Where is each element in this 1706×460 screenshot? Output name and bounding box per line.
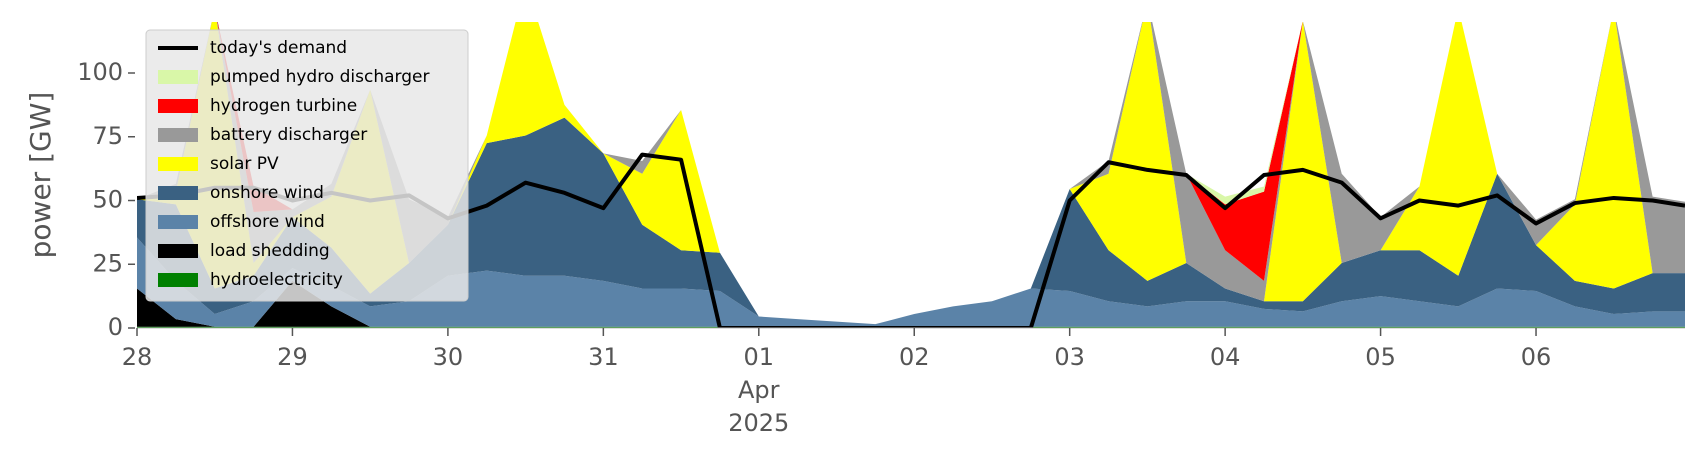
x-tick-label: 05 — [1365, 343, 1396, 371]
y-tick-label: 0 — [108, 313, 123, 341]
x-tick-label: 30 — [433, 343, 464, 371]
y-tick-label: 25 — [92, 249, 123, 277]
legend-label: onshore wind — [210, 183, 324, 203]
legend-box — [145, 29, 469, 302]
legend-label: hydrogen turbine — [210, 96, 357, 116]
axes: 0 25 50 75 100 28 29 30 31 01 Apr 2025 02 03 04 05 06 — [77, 58, 1685, 437]
x-tick-label: 01 Apr 2025 — [728, 343, 789, 437]
legend-swatch — [158, 215, 198, 229]
legend-swatch — [158, 128, 198, 142]
x-tick-label: 03 — [1054, 343, 1085, 371]
legend-swatch — [158, 157, 198, 171]
legend-swatch — [158, 99, 198, 113]
x-tick-label: 28 — [122, 343, 153, 371]
area — [137, 22, 1685, 325]
y-tick-label: 75 — [92, 122, 123, 150]
legend-swatch — [158, 186, 198, 200]
y-tick-label: 50 — [92, 186, 123, 214]
legend-label: load shedding — [210, 241, 330, 261]
legend-label: today's demand — [210, 38, 347, 58]
y-tick-label: 100 — [77, 58, 123, 86]
x-tick-label: 31 — [588, 343, 619, 371]
y-axis-label: power [GW] — [24, 92, 57, 259]
legend-label: solar PV — [210, 154, 279, 174]
x-tick-label: 29 — [277, 343, 308, 371]
legend-label: pumped hydro discharger — [210, 67, 429, 87]
x-tick-label: 04 — [1210, 343, 1241, 371]
legend-label: offshore wind — [210, 212, 325, 232]
area — [137, 237, 1685, 327]
legend: today's demand pumped hydro discharger hyd… — [145, 29, 469, 302]
legend-swatch — [158, 70, 198, 84]
legend-label: battery discharger — [210, 125, 367, 145]
legend-swatch — [158, 273, 198, 287]
area — [137, 117, 1685, 325]
x-tick-label: 02 — [899, 343, 930, 371]
legend-label: hydroelectricity — [210, 270, 343, 290]
x-tick-label: 06 — [1521, 343, 1552, 371]
legend-swatch — [158, 244, 198, 258]
